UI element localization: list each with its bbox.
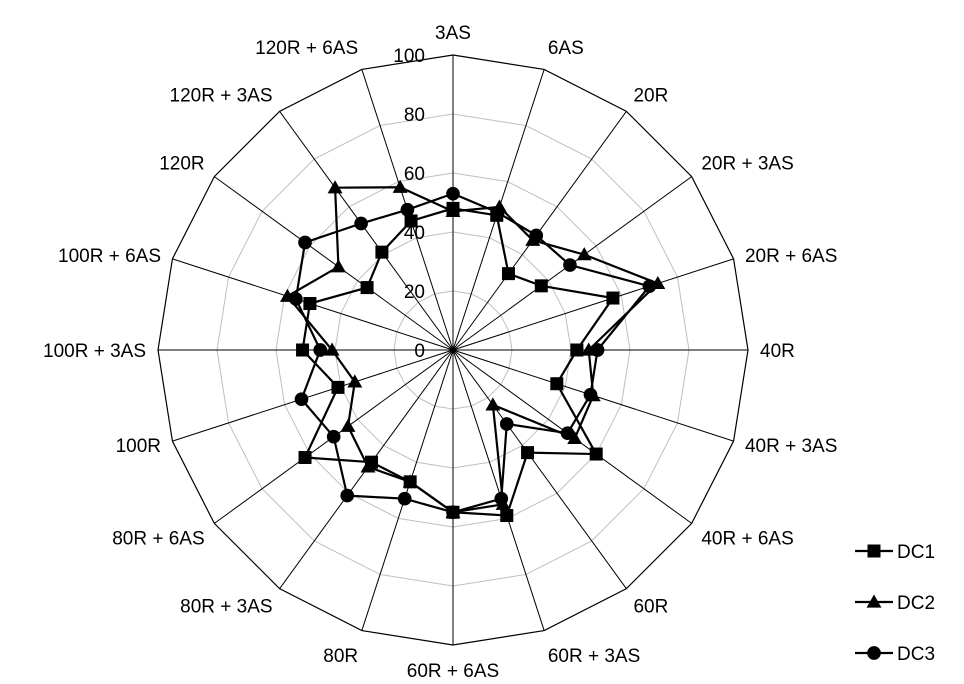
point-dc3-10 — [446, 505, 460, 520]
legend-label-dc1: DC1 — [897, 542, 935, 563]
point-dc2-14 — [347, 374, 363, 388]
point-dc3-7 — [560, 426, 575, 441]
legend-marker-dc2 — [866, 594, 882, 608]
point-dc1-6 — [550, 377, 564, 391]
tick-label-100: 100 — [393, 46, 425, 67]
category-label-12: 80R + 3AS — [180, 596, 272, 617]
legend: DC1 DC2 DC3 — [855, 542, 935, 665]
tick-label-80: 80 — [404, 105, 425, 126]
point-dc3-18 — [354, 216, 368, 231]
category-label-4: 20R + 6AS — [745, 246, 837, 267]
tick-label-0: 0 — [414, 341, 425, 362]
category-label-2: 20R — [633, 86, 668, 107]
point-dc2-8 — [485, 397, 501, 411]
point-dc3-0 — [446, 186, 460, 201]
point-dc1-3 — [534, 279, 548, 293]
point-dc3-8 — [499, 417, 514, 431]
spoke-8 — [452, 349, 627, 589]
radar-series — [279, 179, 666, 523]
spoke-9 — [452, 349, 545, 631]
point-dc1-4 — [606, 291, 620, 305]
point-dc1-8 — [521, 446, 535, 460]
category-label-9: 60R + 3AS — [548, 646, 640, 667]
point-dc1-17 — [360, 281, 374, 295]
radar-spokes — [158, 55, 748, 645]
category-label-13: 80R + 6AS — [112, 528, 204, 549]
point-dc3-14 — [294, 392, 309, 407]
point-dc1-5 — [570, 343, 584, 357]
legend-item-dc3: DC3 — [855, 644, 935, 665]
tick-label-60: 60 — [404, 164, 425, 185]
category-label-3: 20R + 3AS — [701, 154, 793, 175]
point-dc3-1 — [490, 205, 505, 220]
category-label-8: 60R — [633, 596, 668, 617]
category-label-17: 120R — [159, 154, 204, 175]
spoke-17 — [214, 176, 454, 351]
legend-marker-dc1 — [867, 544, 881, 558]
legend-label-dc2: DC2 — [897, 593, 935, 614]
point-dc2-7 — [567, 430, 583, 445]
tick-label-40: 40 — [404, 223, 425, 244]
point-dc1-19 — [404, 214, 418, 228]
category-label-7: 40R + 6AS — [701, 528, 793, 549]
series-line-dc1 — [301, 207, 615, 517]
point-dc1-2 — [501, 267, 515, 281]
point-dc3-11 — [397, 491, 412, 506]
category-label-0: 3AS — [435, 23, 471, 44]
point-dc1-14 — [331, 380, 345, 394]
category-label-5: 40R — [760, 341, 795, 362]
legend-item-dc1: DC1 — [855, 542, 935, 563]
point-dc3-15 — [313, 343, 328, 357]
point-dc1-9 — [500, 509, 514, 523]
legend-item-dc2: DC2 — [855, 593, 935, 614]
point-dc2-3 — [576, 247, 592, 261]
series-dc3 — [289, 186, 657, 520]
point-dc3-13 — [326, 429, 341, 444]
category-label-18: 120R + 3AS — [170, 86, 273, 107]
spoke-4 — [452, 258, 734, 351]
point-dc1-15 — [296, 343, 310, 357]
category-label-6: 40R + 3AS — [745, 436, 837, 457]
point-dc3-5 — [590, 343, 605, 357]
spoke-14 — [172, 349, 454, 442]
radial-tick-labels: 0 20 40 60 80 100 — [393, 46, 425, 362]
category-label-15: 100R + 3AS — [43, 341, 146, 362]
category-label-11: 80R — [323, 646, 358, 667]
legend-label-dc3: DC3 — [897, 644, 935, 665]
point-dc2-15 — [324, 342, 340, 356]
tick-label-20: 20 — [404, 282, 425, 303]
point-dc2-0 — [445, 203, 461, 217]
point-dc2-19 — [392, 179, 408, 193]
point-dc3-12 — [340, 488, 355, 503]
spoke-18 — [279, 111, 454, 351]
point-dc3-19 — [400, 202, 415, 217]
legend-marker-dc3 — [867, 646, 881, 660]
point-dc2-18 — [327, 180, 343, 194]
point-dc2-17 — [330, 259, 346, 273]
category-label-14: 100R — [116, 436, 161, 457]
point-dc2-11 — [402, 474, 418, 488]
point-dc2-13 — [340, 418, 356, 432]
category-labels: 3AS 6AS 20R 20R + 3AS 20R + 6AS 40R 40R + 3AS 4… — [43, 23, 837, 682]
point-dc1-16 — [303, 297, 317, 311]
point-dc3-3 — [563, 258, 577, 272]
point-dc3-16 — [289, 292, 303, 306]
point-dc3-4 — [642, 279, 657, 294]
category-label-19: 120R + 6AS — [255, 38, 358, 59]
point-dc3-2 — [529, 228, 544, 243]
point-dc2-12 — [360, 459, 376, 473]
point-dc3-6 — [583, 387, 598, 402]
spoke-11 — [361, 349, 454, 631]
category-label-1: 6AS — [548, 38, 584, 59]
category-label-10: 60R + 6AS — [407, 661, 499, 682]
point-dc3-17 — [298, 235, 312, 250]
point-dc1-13 — [298, 451, 312, 465]
point-dc1-7 — [589, 447, 603, 461]
point-dc3-9 — [494, 491, 509, 506]
category-label-16: 100R + 6AS — [58, 246, 161, 267]
point-dc1-18 — [375, 245, 389, 259]
